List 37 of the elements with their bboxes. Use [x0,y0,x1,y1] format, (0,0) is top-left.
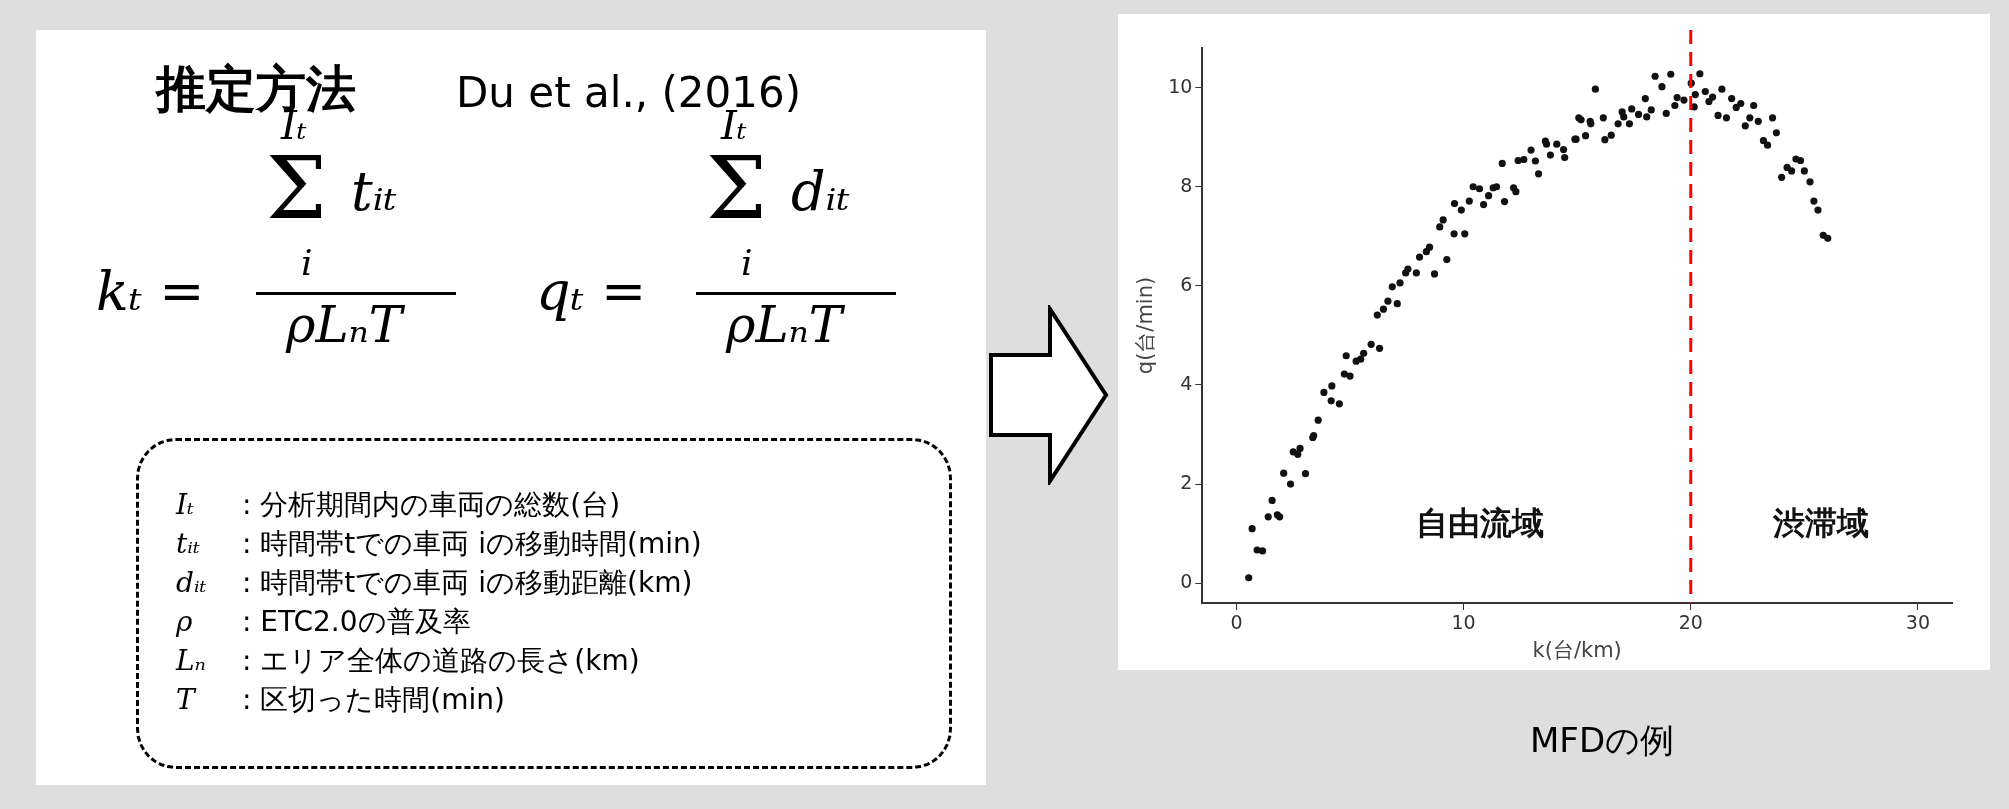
text: T [176,682,198,718]
text: Σ [706,138,767,238]
text: qₜ = [536,260,647,323]
text: kₜ = [96,260,205,323]
y-tick-label: 0 [1180,570,1193,593]
x-tick-label: 20 [1678,611,1703,634]
text: : 分析期間内の車両の総数(台) [242,487,621,523]
text: tᵢₜ [176,526,201,562]
text: : 時間帯tでの車両 iの移動時間(min) [242,526,702,562]
text: Lₙ [176,643,207,679]
text: dᵢₜ [176,565,208,601]
text: : ETC2.0の普及率 [242,604,471,640]
annotation: 自由流域 [1415,503,1544,542]
text: Iₜ [176,487,195,523]
annotation: 渋滞域 [1771,503,1869,542]
text: ρLₙT [726,296,843,354]
y-axis-title: q(台/min) [1133,276,1158,375]
text: tᵢₜ [351,160,397,223]
text: ρLₙT [286,296,403,354]
text: : エリア全体の道路の長さ(km) [242,643,640,679]
x-axis-title: k(台/km) [1532,637,1622,662]
text: Σ [266,138,327,238]
y-tick-label: 8 [1180,173,1193,196]
text: ρ [176,604,194,640]
y-tick-label: 6 [1180,272,1193,295]
x-tick-label: 30 [1905,611,1931,634]
y-tick-label: 10 [1168,74,1193,97]
y-tick-label: 2 [1180,471,1193,494]
text: dᵢₜ [791,160,850,223]
y-tick-label: 4 [1180,371,1193,394]
text: i [301,242,313,283]
x-tick-label: 10 [1451,611,1476,634]
x-tick-label: 0 [1230,611,1243,634]
text: : 区切った時間(min) [242,682,505,718]
text: : 時間帯tでの車両 iの移動距離(km) [242,565,693,601]
text: MFDの例 [1530,719,1675,762]
text: i [741,242,753,283]
